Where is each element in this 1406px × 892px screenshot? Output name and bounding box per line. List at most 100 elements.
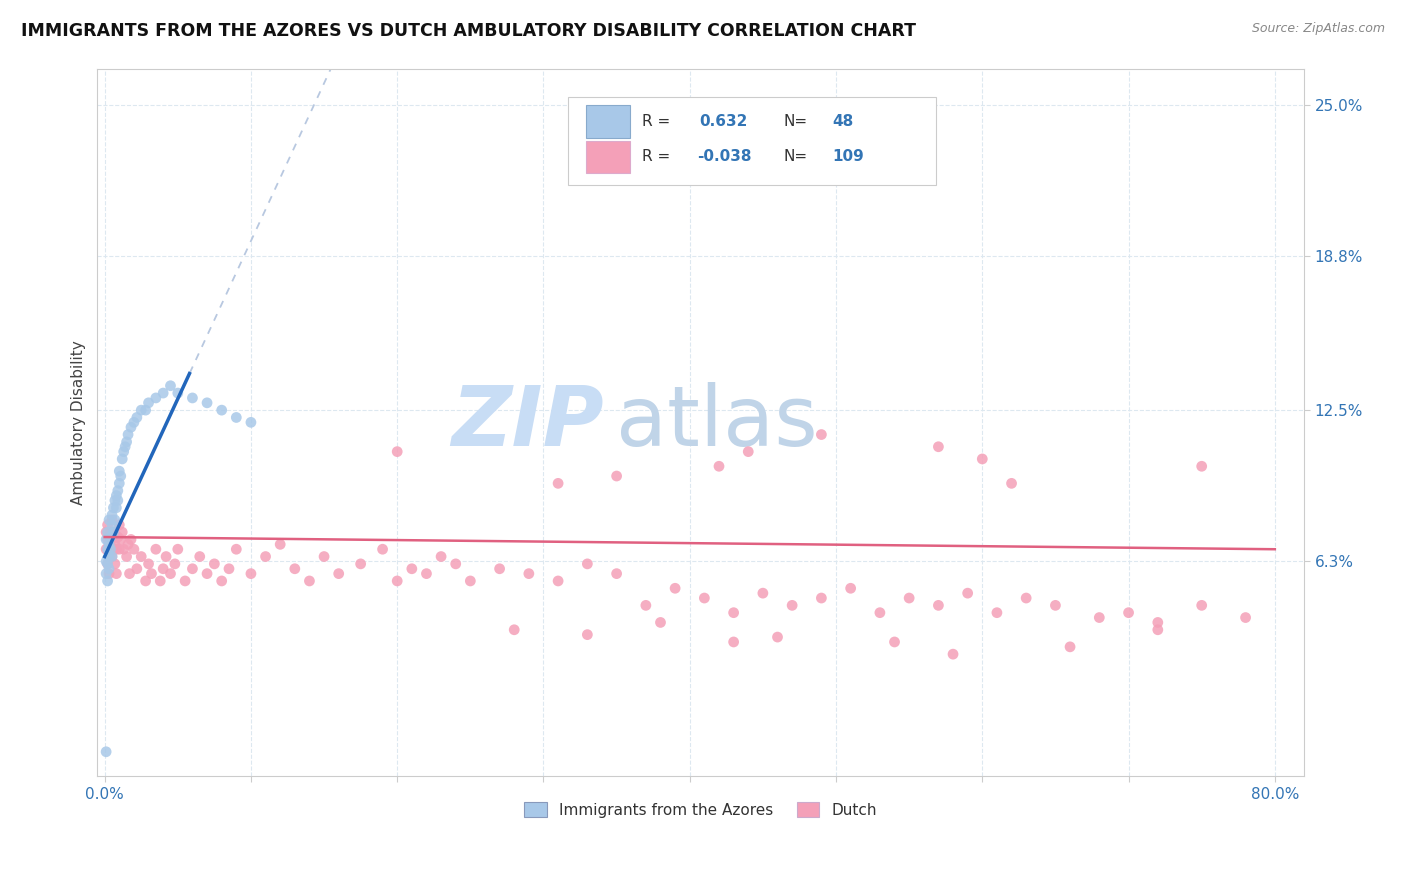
- Point: [97, 517, 120, 532]
- Point: [503, 623, 526, 637]
- Point: [125, 562, 148, 576]
- Point: [103, 525, 125, 540]
- Point: [387, 574, 409, 588]
- Point: [111, 525, 134, 540]
- Point: [444, 557, 467, 571]
- Point: [1191, 459, 1213, 474]
- Point: [284, 562, 307, 576]
- Point: [122, 542, 145, 557]
- Point: [972, 452, 994, 467]
- Point: [103, 542, 125, 557]
- Point: [94, 525, 117, 540]
- Point: [202, 557, 225, 571]
- Point: [460, 574, 482, 588]
- Point: [810, 427, 832, 442]
- Point: [97, 525, 120, 540]
- Text: N=: N=: [785, 114, 808, 129]
- Point: [1045, 599, 1067, 613]
- Point: [138, 557, 160, 571]
- Point: [927, 440, 949, 454]
- Text: 48: 48: [832, 114, 853, 129]
- Point: [135, 403, 157, 417]
- Point: [766, 630, 789, 644]
- Point: [117, 427, 139, 442]
- Point: [97, 574, 120, 588]
- Point: [606, 469, 628, 483]
- Point: [159, 378, 181, 392]
- Point: [869, 606, 891, 620]
- Point: [120, 420, 142, 434]
- Point: [101, 508, 124, 522]
- Point: [780, 599, 803, 613]
- Point: [110, 533, 132, 547]
- Point: [188, 549, 211, 564]
- Point: [810, 591, 832, 605]
- Point: [94, 533, 117, 547]
- Point: [371, 542, 394, 557]
- Point: [1059, 640, 1081, 654]
- Point: [122, 415, 145, 429]
- Point: [415, 566, 437, 581]
- FancyBboxPatch shape: [586, 141, 630, 173]
- Point: [104, 513, 127, 527]
- Point: [576, 627, 599, 641]
- Point: [956, 586, 979, 600]
- Point: [105, 542, 128, 557]
- Point: [94, 566, 117, 581]
- Point: [1146, 615, 1168, 630]
- Point: [111, 452, 134, 467]
- Point: [108, 476, 131, 491]
- Point: [1015, 591, 1038, 605]
- Text: -0.038: -0.038: [697, 150, 752, 164]
- Point: [105, 566, 128, 581]
- Point: [115, 549, 138, 564]
- Point: [118, 566, 141, 581]
- Point: [1234, 610, 1257, 624]
- Point: [112, 444, 135, 458]
- Point: [195, 396, 218, 410]
- Point: [650, 615, 672, 630]
- Point: [138, 396, 160, 410]
- Text: IMMIGRANTS FROM THE AZORES VS DUTCH AMBULATORY DISABILITY CORRELATION CHART: IMMIGRANTS FROM THE AZORES VS DUTCH AMBU…: [21, 22, 917, 40]
- Point: [98, 549, 121, 564]
- Point: [163, 557, 186, 571]
- Point: [1146, 623, 1168, 637]
- Point: [693, 591, 716, 605]
- Y-axis label: Ambulatory Disability: Ambulatory Disability: [72, 340, 86, 505]
- Point: [100, 530, 122, 544]
- Point: [218, 562, 240, 576]
- Point: [942, 647, 965, 661]
- Point: [181, 562, 204, 576]
- Point: [839, 582, 862, 596]
- Point: [752, 586, 775, 600]
- Point: [105, 500, 128, 515]
- Text: R =: R =: [641, 114, 669, 129]
- Point: [115, 434, 138, 449]
- Point: [986, 606, 1008, 620]
- Point: [104, 537, 127, 551]
- Point: [117, 537, 139, 551]
- Point: [312, 549, 335, 564]
- Point: [101, 517, 124, 532]
- Point: [269, 537, 291, 551]
- Point: [108, 464, 131, 478]
- Point: [723, 635, 745, 649]
- Point: [211, 574, 233, 588]
- Point: [108, 517, 131, 532]
- Point: [105, 489, 128, 503]
- Point: [488, 562, 510, 576]
- Point: [1191, 599, 1213, 613]
- Point: [97, 533, 120, 547]
- Point: [239, 415, 262, 429]
- Point: [98, 562, 121, 576]
- Point: [101, 513, 124, 527]
- Point: [225, 410, 247, 425]
- Point: [112, 542, 135, 557]
- Point: [129, 403, 152, 417]
- Text: 0.632: 0.632: [700, 114, 748, 129]
- Point: [174, 574, 197, 588]
- Text: atlas: atlas: [616, 382, 818, 463]
- Point: [114, 440, 136, 454]
- Point: [159, 566, 181, 581]
- FancyBboxPatch shape: [568, 97, 936, 186]
